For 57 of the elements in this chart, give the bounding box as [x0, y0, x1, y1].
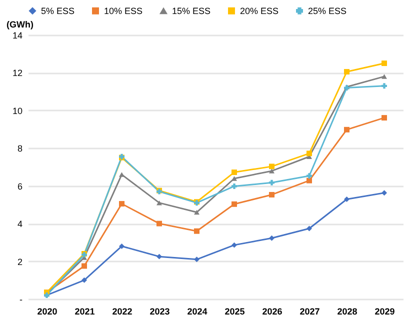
point [232, 201, 237, 207]
y-tick-label: 6 [17, 181, 22, 192]
point [382, 115, 387, 121]
legend-label: 5% ESS [41, 6, 75, 16]
point [344, 69, 350, 75]
point [156, 254, 162, 260]
x-tick-label: 2024 [187, 306, 208, 316]
point [344, 126, 350, 132]
y-axis-title: (GWh) [6, 20, 34, 30]
point [382, 74, 387, 79]
x-tick-label: 2021 [74, 306, 95, 316]
x-tick-label: 2025 [224, 306, 245, 316]
point [306, 178, 312, 184]
legend-label: 10% ESS [104, 6, 143, 16]
point [269, 164, 274, 170]
point [194, 228, 200, 234]
point [269, 168, 274, 174]
x-tick-label: 2027 [300, 306, 320, 316]
point [194, 210, 200, 215]
legend-label: 25% ESS [308, 6, 347, 16]
point [82, 277, 87, 283]
point [269, 192, 274, 198]
point [382, 190, 387, 196]
legend-label: 20% ESS [240, 6, 279, 16]
point [119, 243, 124, 249]
point [82, 263, 87, 269]
y-tick-label: 14 [12, 30, 22, 40]
point [306, 226, 312, 232]
point [382, 60, 387, 66]
y-tick-label: - [20, 294, 22, 304]
y-tick-label: 12 [12, 68, 22, 78]
point [119, 201, 124, 207]
point [232, 176, 237, 181]
y-tick-label: 8 [17, 144, 22, 154]
x-tick-label: 2023 [150, 306, 170, 316]
legend-label: 15% ESS [172, 6, 211, 16]
point [382, 83, 387, 89]
x-tick-label: 2022 [112, 306, 132, 316]
point [232, 170, 237, 176]
point [232, 183, 237, 189]
point [194, 256, 200, 262]
point [156, 220, 162, 226]
point [156, 200, 162, 206]
x-tick-label: 2020 [37, 306, 58, 316]
y-tick-label: 10 [12, 106, 22, 116]
x-tick-label: 2026 [262, 306, 282, 316]
point [306, 150, 312, 156]
y-tick-label: 2 [17, 256, 22, 267]
point [306, 173, 312, 179]
point [232, 242, 237, 248]
x-tick-label: 2028 [337, 306, 358, 316]
point [344, 196, 350, 202]
x-tick-label: 2029 [374, 306, 395, 316]
point [269, 180, 274, 186]
y-tick-label: 4 [17, 219, 22, 230]
point [119, 172, 124, 177]
point [269, 235, 274, 241]
